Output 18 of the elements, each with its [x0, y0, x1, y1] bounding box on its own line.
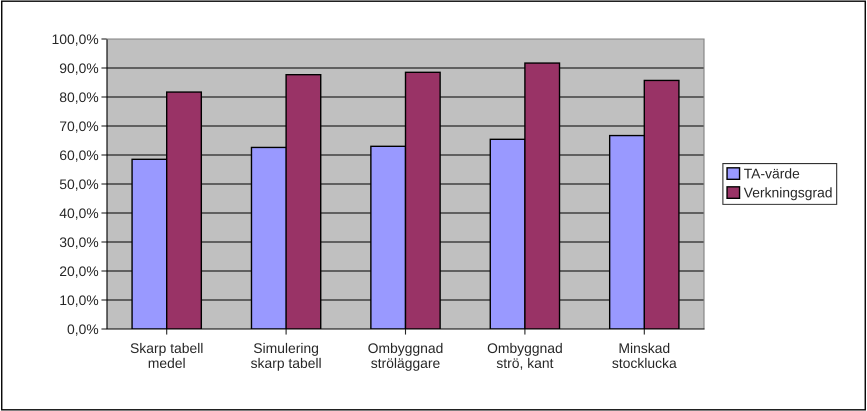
y-tick-label: 0,0% — [68, 324, 98, 336]
x-tick-label: Ombyggnad ströläggare — [368, 342, 442, 371]
y-tick-label: 60,0% — [60, 150, 98, 162]
y-tick-label: 80,0% — [60, 92, 98, 104]
x-tick-label: Minskad stocklucka — [612, 342, 677, 368]
y-tick-label: 30,0% — [60, 237, 98, 249]
x-tick-label: Ombyggnad strö, kant — [488, 342, 562, 370]
y-tick-label: 50,0% — [60, 179, 98, 191]
y-tick-label: 100,0% — [52, 34, 98, 46]
y-tick-label: 70,0% — [60, 121, 98, 133]
x-tick-label: Simulering skarp tabell — [250, 342, 321, 371]
y-tick-label: 90,0% — [60, 63, 98, 75]
x-tick-label: Skarp tabell medel — [130, 342, 202, 368]
legend-label: Verkningsgrad — [744, 187, 832, 200]
y-tick-label: 10,0% — [60, 295, 98, 307]
legend-label: TA-värde — [744, 168, 800, 178]
y-tick-label: 20,0% — [60, 266, 98, 278]
y-tick-label: 40,0% — [60, 208, 98, 220]
